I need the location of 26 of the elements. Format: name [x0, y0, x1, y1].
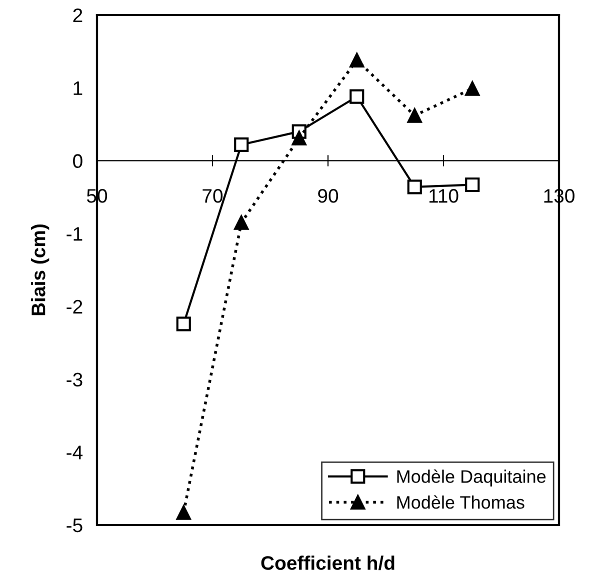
x-tick-label: 90: [318, 189, 338, 203]
y-tick-label: -5: [66, 518, 82, 532]
point: [350, 52, 364, 68]
y-axis-title: Biais (cm): [31, 224, 50, 316]
y-tick-label: 2: [73, 8, 82, 22]
legend-label: Modèle Daquitaine: [397, 469, 546, 486]
x-tick-label: 70: [202, 189, 223, 203]
y-tick-label: 1: [74, 82, 82, 95]
point: [465, 177, 480, 192]
y-tick-label: -1: [66, 227, 82, 241]
x-axis-title: Coefficient h/d: [261, 556, 394, 570]
point: [407, 108, 422, 123]
point: [234, 137, 249, 152]
y-tick-label: -3: [66, 372, 82, 387]
y-tick-label: -4: [66, 446, 83, 460]
x-tick-label: 110: [429, 189, 458, 203]
point: [350, 89, 364, 104]
point: [292, 130, 306, 146]
point: [176, 316, 191, 332]
legend-label: Modèle Thomas: [397, 495, 524, 509]
point: [176, 505, 191, 520]
point: [234, 215, 249, 230]
point: [407, 180, 422, 194]
y-tick-label: -2: [66, 300, 82, 314]
point: [465, 81, 480, 96]
y-tick-label: 0: [73, 154, 82, 168]
